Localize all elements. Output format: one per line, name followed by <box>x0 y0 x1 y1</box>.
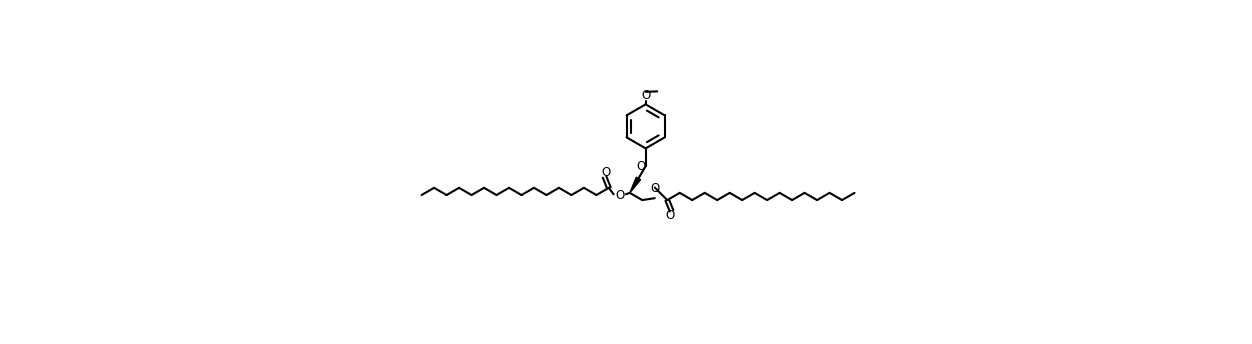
Text: O: O <box>616 189 625 202</box>
Polygon shape <box>630 177 641 193</box>
Text: O: O <box>601 166 611 179</box>
Text: O: O <box>651 182 660 195</box>
Text: O: O <box>641 89 650 102</box>
Text: O: O <box>665 209 675 222</box>
Text: O: O <box>636 160 645 173</box>
